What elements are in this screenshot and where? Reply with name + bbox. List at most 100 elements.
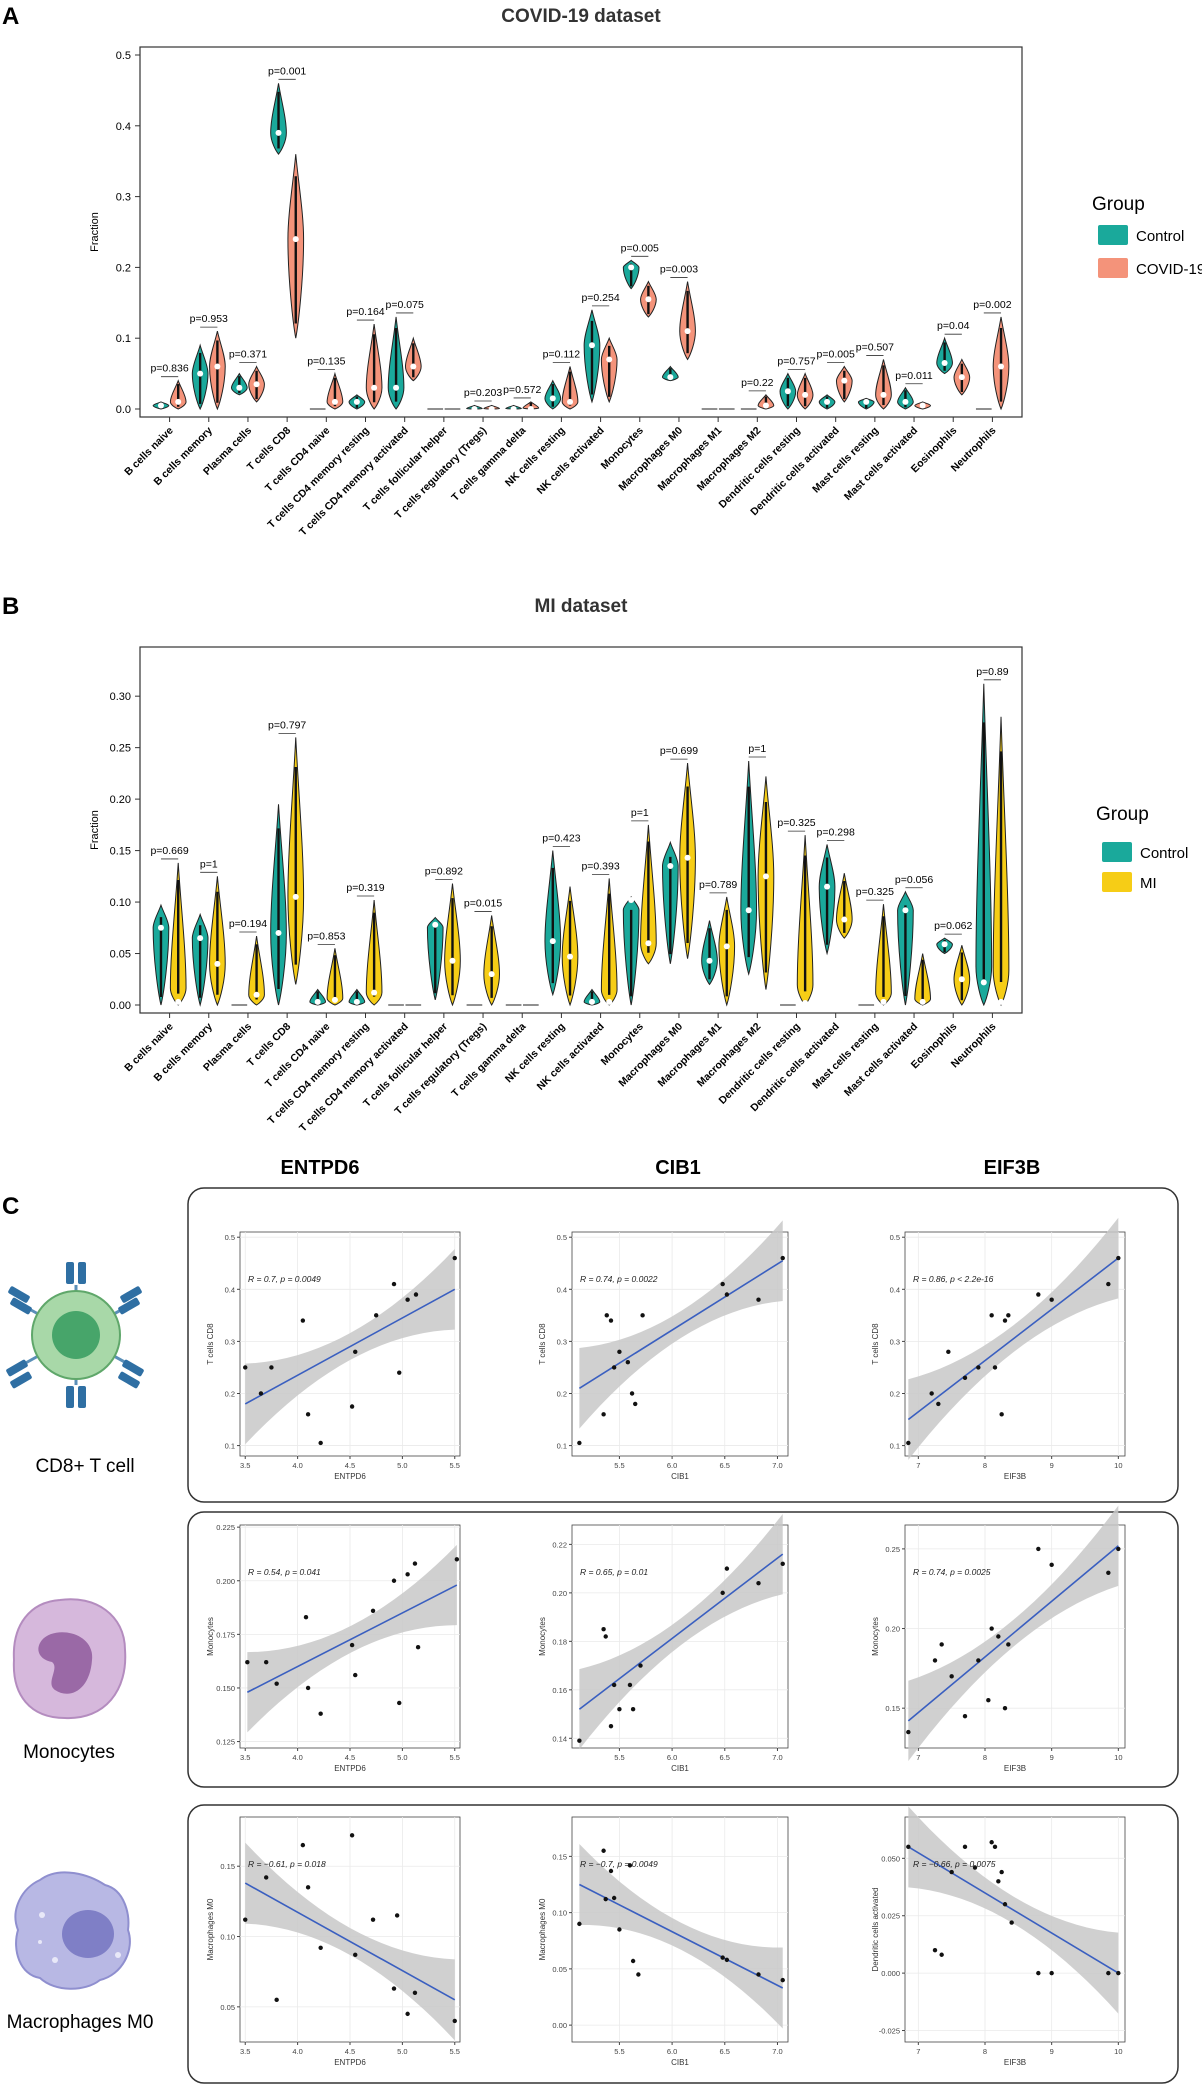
data-point xyxy=(604,1313,609,1318)
violin-control xyxy=(936,937,953,955)
violin-median xyxy=(628,264,635,271)
data-point xyxy=(1009,1920,1014,1925)
violin-control xyxy=(230,372,248,396)
x-tick-label: NK cells activated xyxy=(535,425,607,497)
p-value-label: p=0.789 xyxy=(699,879,737,891)
p-value-label: p=0.325 xyxy=(777,817,815,829)
data-point xyxy=(999,1869,1004,1875)
data-point xyxy=(640,1313,645,1318)
p-value-label: p=1 xyxy=(748,743,766,755)
p-value-label: p=0.319 xyxy=(346,882,384,894)
violin-median xyxy=(371,384,378,391)
data-point xyxy=(274,1681,279,1686)
y-tick-label: 0.25 xyxy=(885,1545,900,1554)
data-point xyxy=(611,1682,617,1688)
violin-median xyxy=(863,398,870,405)
violin-median xyxy=(919,998,926,1005)
x-tick-label: T cells gamma delta xyxy=(449,425,528,504)
violin-mi xyxy=(169,862,187,1006)
y-tick-label: 0.20 xyxy=(110,794,131,806)
violin-median xyxy=(606,356,613,363)
x-tick-label: 5.5 xyxy=(614,1753,624,1762)
data-point xyxy=(906,1844,911,1850)
data-point xyxy=(263,1875,269,1880)
data-point xyxy=(318,1711,323,1716)
x-tick-label: 10 xyxy=(1114,1461,1122,1470)
violin-mi xyxy=(992,716,1010,1007)
violin-median xyxy=(393,384,400,391)
violin-median xyxy=(980,979,987,986)
y-tick-label: 0.0 xyxy=(116,404,131,416)
legend-swatch-control xyxy=(1098,225,1128,245)
data-point xyxy=(1049,1297,1054,1302)
data-point xyxy=(932,1658,938,1663)
p-value-label: p=0.507 xyxy=(856,341,894,353)
data-point xyxy=(394,1913,400,1918)
plot-frame xyxy=(139,646,1023,1014)
violin-median xyxy=(567,953,574,960)
data-point xyxy=(415,1645,421,1650)
violin-mi xyxy=(640,824,657,965)
y-tick-label: 0.18 xyxy=(552,1637,567,1646)
y-tick-label: 0.16 xyxy=(552,1686,567,1695)
y-tick-label: 0.4 xyxy=(116,121,131,133)
violin-chart-mi: MI dataset 0.00 0.05 0.10 0.15 0.20 0.25 0.30 Fr… xyxy=(89,596,1023,1134)
y-tick-label: 0.05 xyxy=(552,1965,567,1974)
p-value-label: p=0.797 xyxy=(268,719,306,731)
violin-mi xyxy=(953,945,971,1006)
data-point xyxy=(452,1255,457,1261)
data-point xyxy=(1036,1292,1041,1297)
scatter-plot-s_mono_cib1: 5.5 6.0 6.5 7.0 0.14 0.16 0.18 0.20 0.22 R = 0.65… xyxy=(538,1513,789,1773)
violin-control xyxy=(897,890,914,1006)
p-value-label: p=0.853 xyxy=(307,930,345,942)
data-point xyxy=(611,1895,617,1901)
y-tick-label: 0.200 xyxy=(216,1577,235,1586)
legend-title: Group xyxy=(1096,804,1149,825)
data-point xyxy=(627,1682,633,1688)
x-axis-label: CIB1 xyxy=(671,2058,689,2067)
data-point xyxy=(300,1318,306,1323)
violin-median xyxy=(488,406,495,412)
y-tick-label: 0.05 xyxy=(220,2003,235,2012)
regression-line xyxy=(907,1846,1119,1974)
x-axis-label: EIF3B xyxy=(1004,1764,1026,1773)
scatter-plot-s_mono_entpd6: 3.5 4.0 4.5 5.0 5.5 0.125 0.150 0.175 0.200 0.225… xyxy=(206,1523,461,1773)
p-value-label: p=0.371 xyxy=(229,349,267,361)
y-tick-label: 0.10 xyxy=(220,1933,235,1942)
violin-median xyxy=(628,897,635,903)
violin-median xyxy=(645,940,652,947)
data-point xyxy=(300,1842,306,1848)
data-point xyxy=(617,1927,622,1932)
y-tick-label: 0.4 xyxy=(890,1285,900,1294)
data-point xyxy=(353,1349,358,1355)
y-tick-label: 0.1 xyxy=(557,1442,567,1451)
data-point xyxy=(976,1658,981,1663)
data-point xyxy=(1116,1255,1121,1261)
x-tick-label: 7.0 xyxy=(772,2047,782,2056)
y-tick-label: 0.1 xyxy=(225,1442,235,1451)
violin-mi xyxy=(444,883,461,1007)
violin-median xyxy=(175,398,182,405)
data-point xyxy=(353,1952,358,1958)
violin-control xyxy=(818,844,836,956)
data-point xyxy=(577,1738,582,1743)
y-tick-label: 0.25 xyxy=(110,743,131,755)
violin-control xyxy=(622,259,640,290)
data-point xyxy=(617,1707,622,1712)
data-point xyxy=(633,1401,638,1407)
legend-label-covid: COVID-19 xyxy=(1136,261,1202,278)
violin-median xyxy=(802,391,809,398)
violin-median xyxy=(588,998,595,1005)
data-point xyxy=(1002,1902,1008,1907)
data-point xyxy=(601,1848,606,1853)
violin-median xyxy=(824,398,831,405)
data-point xyxy=(906,1440,911,1446)
y-tick-label: 0.3 xyxy=(225,1337,235,1346)
p-value-label: p=0.393 xyxy=(581,860,619,872)
violin-median xyxy=(941,359,948,366)
data-point xyxy=(724,1957,730,1963)
violin-median xyxy=(588,342,595,349)
data-point xyxy=(962,1375,968,1381)
violin-median xyxy=(331,398,338,405)
